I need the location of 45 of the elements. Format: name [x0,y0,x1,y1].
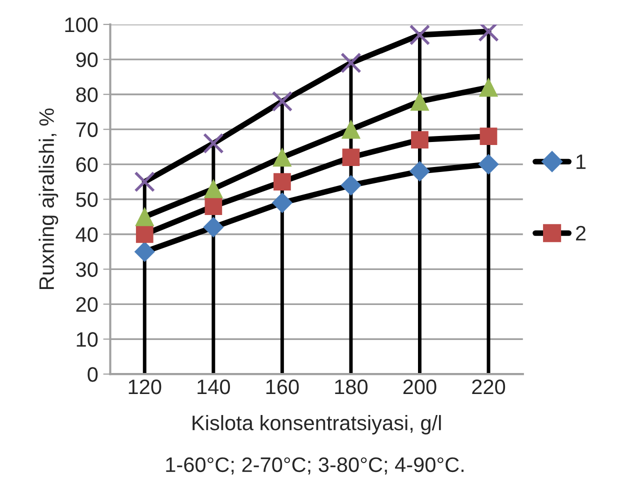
y-axis-title: Ruxning ajralishi, % [38,108,58,290]
y-tick-label: 80 [76,87,98,102]
y-tick-label: 90 [76,52,98,68]
x-tick-label: 180 [335,379,368,394]
point [409,24,430,46]
point [340,52,362,74]
point [274,173,291,190]
y-tick-label: 70 [76,122,98,138]
point [272,192,292,213]
y-tick-label: 50 [76,192,98,208]
legend-label: 2 [576,226,586,240]
point [202,132,224,154]
x-tick-label: 140 [198,379,230,394]
text: 1-60°C; 2-70°C; 3-80°C; 4-90°C. [166,457,464,475]
point [204,179,223,198]
point [480,128,498,146]
point [134,242,155,262]
point [134,171,156,192]
point [479,78,498,97]
point [135,207,154,226]
legend-label: 1 [576,154,586,169]
point [272,90,293,112]
y-tick-label: 0 [88,367,98,382]
y-tick-label: 60 [76,157,98,172]
point [340,175,362,196]
point [410,92,430,111]
x-tick-label: 120 [128,379,162,394]
x-tick-label: 200 [403,379,436,394]
point [272,148,292,167]
y-tick-label: 30 [76,262,98,277]
x-axis-title: Kislota konsentratsiyasi, g/l [192,415,441,434]
point [342,120,360,139]
point [411,131,428,149]
y-tick-label: 20 [76,297,98,312]
y-tick-label: 100 [65,17,98,32]
point [342,148,360,166]
point [204,198,222,215]
point [136,226,154,243]
point [203,217,224,238]
point [410,161,430,182]
x-tick-label: 220 [472,379,506,394]
x-tick-label: 160 [266,379,299,394]
y-tick-label: 10 [76,332,98,347]
y-tick-label: 40 [76,227,98,242]
point [478,154,499,174]
